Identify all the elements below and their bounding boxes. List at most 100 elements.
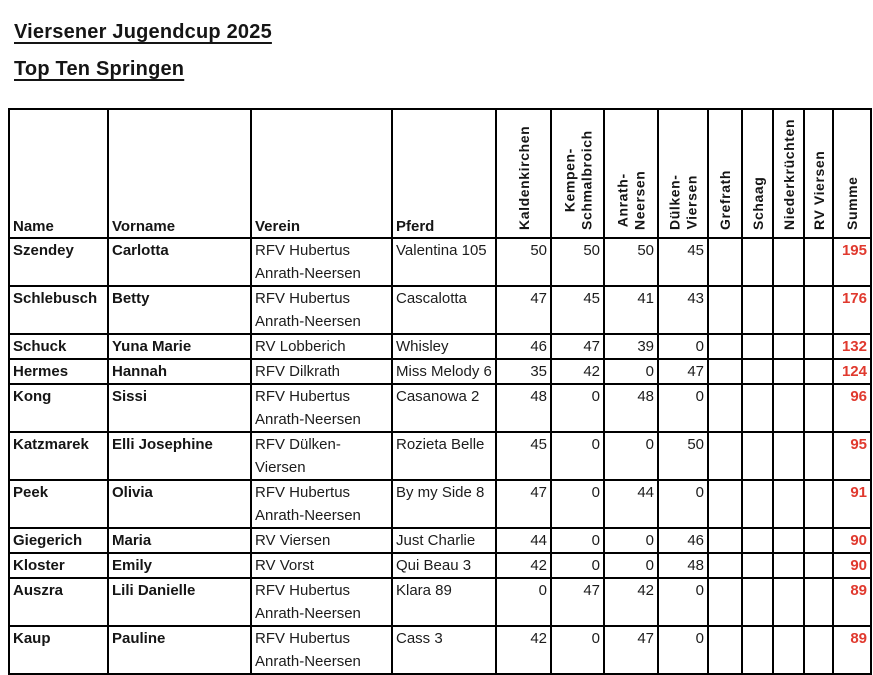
rotated-label-line: Anrath-: [614, 173, 631, 228]
cell-score-rv-viersen: [803, 333, 834, 360]
cell-score-grefrath: [707, 625, 743, 675]
cell-pferd: Just Charlie: [391, 527, 497, 554]
table-row: Giegerich Maria RV Viersen Just Charlie …: [8, 527, 872, 554]
cell-summe: 89: [832, 577, 872, 627]
col-header-anrath-neersen: Anrath- Neersen: [603, 108, 659, 239]
cell-score-kempen-schmalbroich: 0: [550, 552, 605, 579]
cell-name: Auszra: [8, 577, 109, 627]
rotated-label: RV Viersen: [810, 151, 827, 236]
cell-name: Schlebusch: [8, 285, 109, 335]
cell-verein: RV Lobberich: [250, 333, 393, 360]
table-row: Kong Sissi RFV Hubertus Anrath-Neersen C…: [8, 383, 872, 433]
cell-score-niederkruechten: [772, 285, 805, 335]
cell-score-anrath-neersen: 41: [603, 285, 659, 335]
cell-name: Hermes: [8, 358, 109, 385]
cell-score-kempen-schmalbroich: 0: [550, 479, 605, 529]
cell-score-kaldenkirchen: 35: [495, 358, 552, 385]
cell-pferd: Rozieta Belle: [391, 431, 497, 481]
cell-score-niederkruechten: [772, 479, 805, 529]
cell-pferd: By my Side 8: [391, 479, 497, 529]
cell-verein: RFV Hubertus Anrath-Neersen: [250, 625, 393, 675]
cell-score-grefrath: [707, 358, 743, 385]
cell-score-kempen-schmalbroich: 42: [550, 358, 605, 385]
cell-score-grefrath: [707, 479, 743, 529]
cell-score-grefrath: [707, 237, 743, 287]
col-header-kaldenkirchen: Kaldenkirchen: [495, 108, 552, 239]
table-row: Schuck Yuna Marie RV Lobberich Whisley 4…: [8, 333, 872, 360]
cell-score-schaag: [741, 431, 774, 481]
cell-verein: RFV Hubertus Anrath-Neersen: [250, 285, 393, 335]
cell-score-kaldenkirchen: 0: [495, 577, 552, 627]
rotated-label-line: Niederkrüchten: [780, 118, 797, 230]
cell-score-niederkruechten: [772, 333, 805, 360]
col-header-vorname: Vorname: [107, 108, 252, 239]
rotated-label-line: Kempen-: [561, 148, 577, 213]
cell-score-anrath-neersen: 50: [603, 237, 659, 287]
cell-score-duelken-viersen: 0: [657, 625, 709, 675]
rotated-label: Dülken- Viersen: [667, 174, 700, 236]
cell-summe: 91: [832, 479, 872, 529]
cell-vorname: Maria: [107, 527, 252, 554]
table-row: Katzmarek Elli Josephine RFV Dülken-Vier…: [8, 431, 872, 481]
cell-verein: RFV Dülken-Viersen: [250, 431, 393, 481]
cell-pferd: Cass 3: [391, 625, 497, 675]
cell-score-rv-viersen: [803, 383, 834, 433]
cell-score-duelken-viersen: 0: [657, 383, 709, 433]
cell-score-kempen-schmalbroich: 0: [550, 625, 605, 675]
table-row: Szendey Carlotta RFV Hubertus Anrath-Nee…: [8, 237, 872, 287]
cell-score-schaag: [741, 237, 774, 287]
cell-name: Peek: [8, 479, 109, 529]
cell-score-schaag: [741, 383, 774, 433]
cell-pferd: Valentina 105: [391, 237, 497, 287]
col-header-kempen-schmalbroich: Kempen- Schmalbroich: [550, 108, 605, 239]
cell-score-grefrath: [707, 577, 743, 627]
cell-vorname: Carlotta: [107, 237, 252, 287]
cell-score-kempen-schmalbroich: 47: [550, 333, 605, 360]
cell-name: Kong: [8, 383, 109, 433]
cell-name: Schuck: [8, 333, 109, 360]
cell-summe: 124: [832, 358, 872, 385]
cell-score-kempen-schmalbroich: 47: [550, 577, 605, 627]
cell-name: Giegerich: [8, 527, 109, 554]
cell-score-niederkruechten: [772, 431, 805, 481]
cell-score-grefrath: [707, 333, 743, 360]
cell-score-duelken-viersen: 45: [657, 237, 709, 287]
cell-score-duelken-viersen: 0: [657, 577, 709, 627]
cell-score-schaag: [741, 333, 774, 360]
cell-score-niederkruechten: [772, 577, 805, 627]
cell-verein: RFV Hubertus Anrath-Neersen: [250, 577, 393, 627]
rotated-label-line: Grefrath: [716, 169, 733, 230]
cell-score-grefrath: [707, 527, 743, 554]
cell-vorname: Emily: [107, 552, 252, 579]
cell-score-grefrath: [707, 383, 743, 433]
cell-score-anrath-neersen: 0: [603, 552, 659, 579]
cell-summe: 132: [832, 333, 872, 360]
cell-vorname: Betty: [107, 285, 252, 335]
header-row: Name Vorname Verein Pferd Kaldenkirchen …: [8, 108, 872, 239]
cell-score-kaldenkirchen: 44: [495, 527, 552, 554]
cell-score-grefrath: [707, 285, 743, 335]
cell-vorname: Pauline: [107, 625, 252, 675]
cell-score-kaldenkirchen: 42: [495, 625, 552, 675]
cell-score-rv-viersen: [803, 577, 834, 627]
cell-summe: 89: [832, 625, 872, 675]
cell-score-schaag: [741, 625, 774, 675]
cell-vorname: Lili Danielle: [107, 577, 252, 627]
cell-score-niederkruechten: [772, 383, 805, 433]
col-header-grefrath: Grefrath: [707, 108, 743, 239]
cell-score-anrath-neersen: 44: [603, 479, 659, 529]
cell-score-rv-viersen: [803, 552, 834, 579]
cell-score-schaag: [741, 577, 774, 627]
cell-score-anrath-neersen: 42: [603, 577, 659, 627]
cell-vorname: Sissi: [107, 383, 252, 433]
title-block: Viersener Jugendcup 2025 Top Ten Springe…: [0, 0, 873, 81]
rotated-label-line: Kaldenkirchen: [515, 125, 532, 230]
cell-score-rv-viersen: [803, 431, 834, 481]
cell-vorname: Olivia: [107, 479, 252, 529]
rotated-label: Summe: [844, 176, 861, 236]
page-subtitle: Top Ten Springen: [14, 58, 185, 80]
rotated-label-line: Schaag: [749, 176, 766, 230]
cell-score-anrath-neersen: 0: [603, 527, 659, 554]
cell-score-niederkruechten: [772, 552, 805, 579]
